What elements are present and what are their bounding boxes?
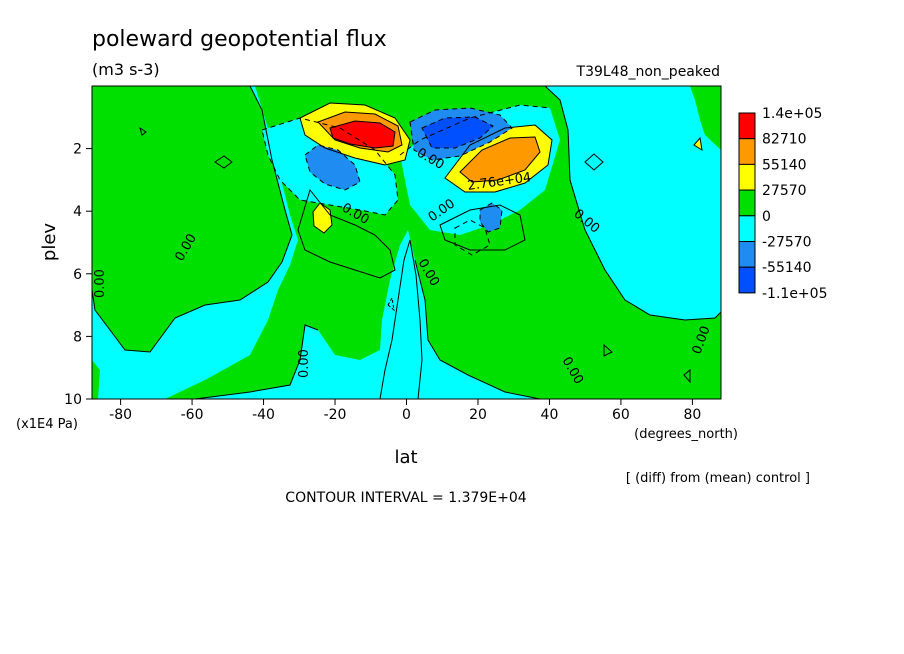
experiment-label: T39L48_non_peaked [576, 64, 720, 80]
colorbar-label: 0 [762, 209, 771, 225]
level-27570-area-mid [313, 203, 332, 233]
y-tick-label: 4 [73, 204, 82, 220]
colorbar-label: 55140 [762, 157, 807, 173]
colorbar-swatch [738, 241, 756, 268]
y-tick-label: 10 [64, 392, 82, 408]
colorbar-label: -27570 [762, 235, 812, 251]
y-tick-label: 2 [73, 142, 82, 158]
colorbar-swatch [738, 112, 756, 140]
contour-interval-label: CONTOUR INTERVAL = 1.379E+04 [285, 490, 526, 506]
negative-channel-center [380, 240, 422, 399]
x-tick-label: 60 [612, 407, 630, 423]
x-tick-label: -20 [324, 407, 347, 423]
level-neg55140-area-east [480, 203, 502, 232]
x-axis-units: (degrees_north) [634, 427, 738, 442]
colorbar-swatch [738, 215, 756, 243]
y-tick-label: 8 [73, 329, 82, 345]
contour-label: 0.00 [297, 349, 312, 378]
colorbar: 1.4e+05 82710 55140 27570 0 -27570 -55140 -1.1e… [738, 106, 827, 302]
level-1.4e05-area [330, 121, 395, 148]
x-tick-label: -60 [181, 407, 204, 423]
plot-area: 0.00 0.00 0.00 0.00 0.00 0.00 0.00 0.00 … [92, 86, 721, 399]
negative-contour-lines [261, 104, 551, 256]
colorbar-label: 82710 [762, 132, 807, 148]
y-axis-units: (x1E4 Pa) [16, 417, 78, 432]
level-55140-area-north [460, 137, 540, 182]
colorbar-swatch [738, 189, 756, 217]
y-axis-label: plev [39, 223, 60, 262]
colorbar-swatch [738, 138, 756, 165]
diff-note: [ (diff) from (mean) control ] [626, 471, 810, 486]
level-neg1.1e05-area [422, 117, 493, 148]
x-tick-label: 40 [541, 407, 559, 423]
level-neg55140-area-south [305, 145, 360, 190]
colorbar-swatch [738, 163, 756, 191]
small-features [139, 126, 703, 384]
colorbar-label: -1.1e+05 [762, 286, 827, 302]
x-tick-label: 20 [469, 407, 487, 423]
colorbar-label: 27570 [762, 183, 807, 199]
positive-area-east [690, 86, 721, 150]
colorbar-label: -55140 [762, 260, 812, 276]
chart-units: (m3 s-3) [92, 60, 160, 79]
x-tick-label: 80 [683, 407, 701, 423]
contour-label: 0.00 [93, 269, 108, 298]
colorbar-label: 1.4e+05 [762, 106, 822, 122]
x-tick-label: 0 [402, 407, 411, 423]
x-tick-label: -80 [109, 407, 132, 423]
colorbar-swatch [738, 266, 756, 294]
x-axis-label: lat [394, 447, 417, 468]
positive-area-west [92, 86, 292, 352]
chart-title: poleward geopotential flux [92, 27, 387, 52]
x-tick-label: -40 [252, 407, 275, 423]
y-tick-label: 6 [73, 267, 82, 283]
positive-area-sw-corner [92, 360, 100, 399]
x-axis: -80 -60 -40 -20 0 20 40 60 80 [109, 399, 701, 423]
y-axis: 2 4 6 8 10 [64, 142, 92, 408]
